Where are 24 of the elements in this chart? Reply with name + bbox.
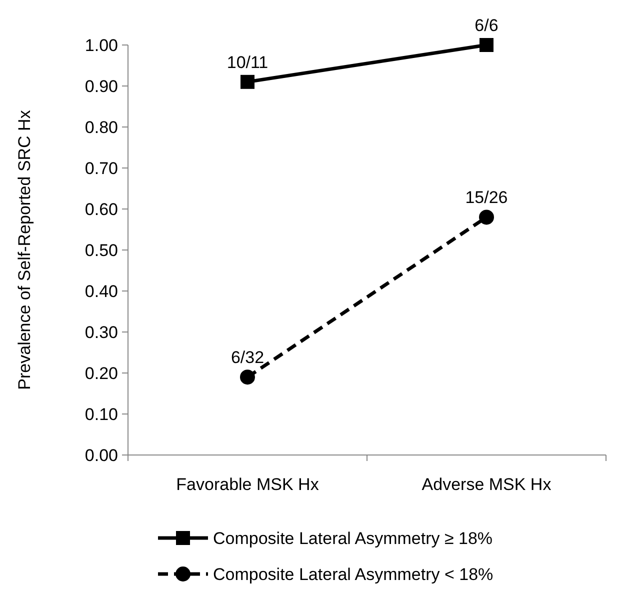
point bbox=[479, 210, 494, 225]
x-tick-label: Adverse MSK Hx bbox=[422, 475, 552, 494]
data-label: 6/6 bbox=[474, 16, 498, 35]
y-tick-label: 0.80 bbox=[84, 118, 118, 137]
y-tick-label: 0.60 bbox=[84, 200, 118, 219]
legend-label: Composite Lateral Asymmetry ≥ 18% bbox=[213, 528, 493, 548]
legend-label: Composite Lateral Asymmetry < 18% bbox=[213, 564, 494, 584]
y-tick-label: 0.50 bbox=[84, 240, 118, 260]
y-tick-label: 1.00 bbox=[84, 36, 118, 55]
data-label: 10/11 bbox=[226, 52, 268, 72]
data-label: 6/32 bbox=[230, 348, 264, 368]
y-tick-label: 0.70 bbox=[84, 158, 118, 178]
x-tick-label: Favorable MSK Hx bbox=[176, 475, 320, 494]
y-tick-label: 0.90 bbox=[84, 76, 118, 96]
y-tick-label: 0.30 bbox=[84, 322, 118, 342]
y-tick-label: 0.40 bbox=[84, 282, 118, 301]
point bbox=[480, 38, 494, 52]
data-label: 15/26 bbox=[465, 188, 508, 208]
y-tick-label: 0.20 bbox=[84, 364, 118, 383]
y-axis-title: Prevalence of Self-Reported SRC Hx bbox=[15, 110, 34, 390]
point bbox=[240, 74, 254, 89]
y-tick-label: 0.00 bbox=[84, 446, 118, 465]
point bbox=[240, 370, 255, 385]
y-tick-label: 0.10 bbox=[84, 404, 118, 424]
